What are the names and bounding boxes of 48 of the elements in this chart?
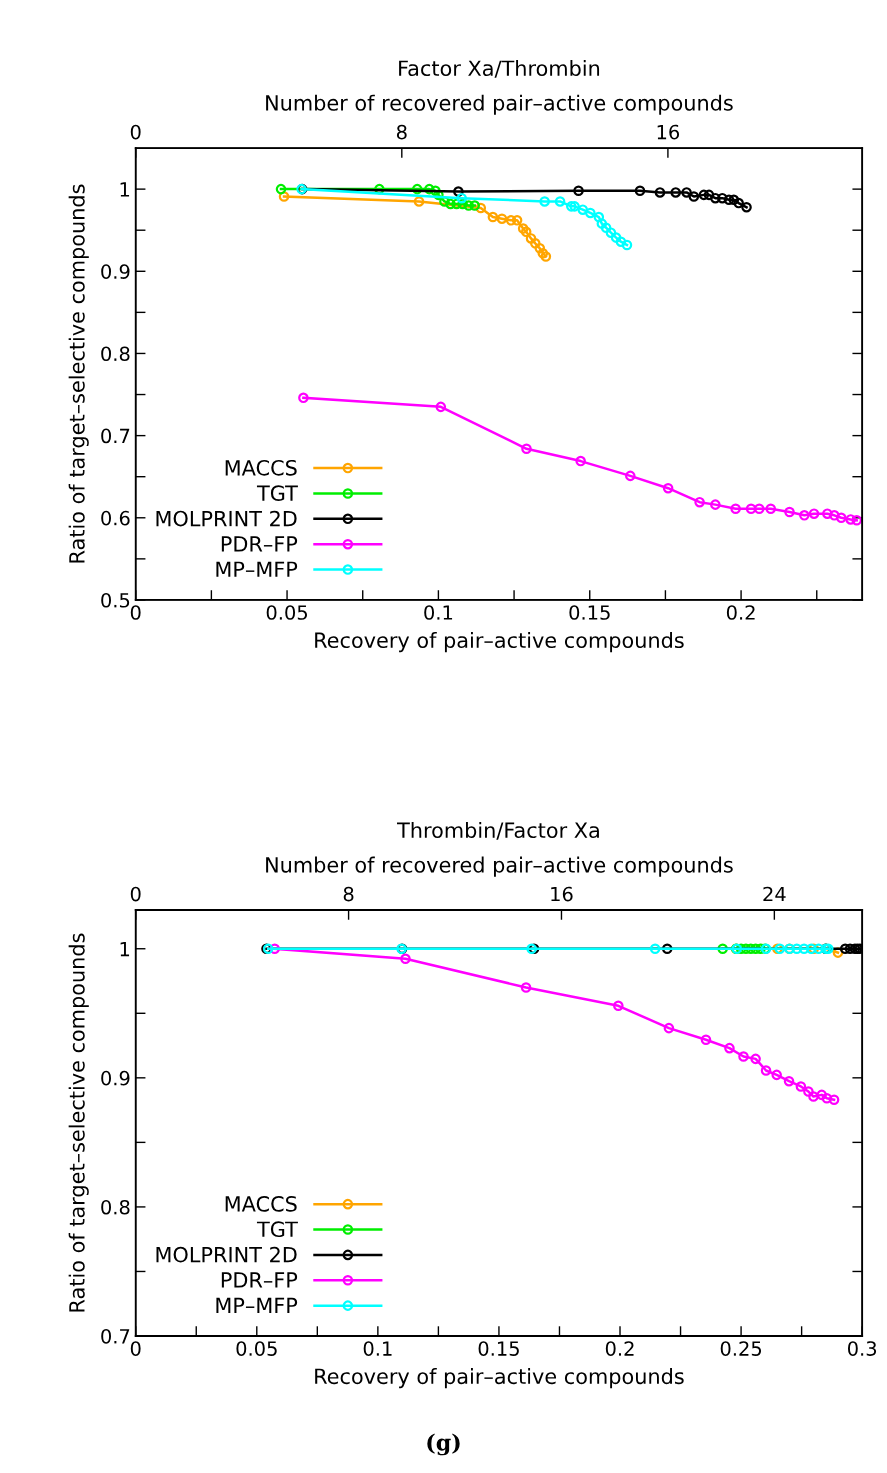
chart-title: Thrombin/Factor Xa [397, 821, 599, 840]
legend-label: MACCS [225, 459, 297, 476]
x-tick-label: 0.1 [424, 605, 453, 620]
x-tick-label: 0.05 [266, 605, 307, 620]
x2-tick-label: 8 [343, 886, 354, 902]
legend-label: MP–MFP [216, 1297, 298, 1313]
x-tick-label: 0.25 [720, 1341, 762, 1356]
x2-tick-label: 8 [396, 124, 407, 140]
legend-label: MOLPRINT 2D [156, 510, 297, 527]
legend-label: MOLPRINT 2D [156, 1246, 297, 1263]
x-tick-label: 0.2 [605, 1341, 634, 1356]
legend-label: TGT [256, 485, 298, 502]
x-tick-label: 0.1 [363, 1341, 392, 1356]
x-axis-title: Recovery of pair–active compounds [315, 631, 684, 653]
y-tick-label: 1 [120, 182, 130, 197]
x-tick-label: 0 [130, 605, 141, 620]
x2-tick-label: 16 [657, 124, 680, 140]
chart-title: Factor Xa/Thrombin [399, 59, 600, 78]
legend-label: TGT [256, 1221, 298, 1238]
x2-tick-label: 0 [130, 886, 141, 902]
y-tick-label: 0.9 [101, 1070, 130, 1086]
y-tick-label: 0.8 [101, 346, 130, 362]
y-tick-label: 0.9 [101, 264, 130, 279]
x2-tick-label: 16 [551, 886, 573, 902]
legend-label: MACCS [225, 1195, 297, 1212]
legend-label: PDR–FP [221, 1272, 298, 1288]
y-tick-label: 0.5 [101, 592, 130, 608]
y-axis-title: Ratio of target–selective compounds [68, 184, 89, 563]
legend-label: MP–MFP [216, 561, 298, 577]
legend-label: PDR–FP [221, 536, 298, 552]
x2-tick-label: 24 [763, 886, 786, 902]
x-tick-label: 0.2 [726, 605, 755, 620]
x2-axis-title: Number of recovered pair–active compounds [266, 94, 733, 115]
y-axis-title: Ratio of target–selective compounds [68, 933, 89, 1312]
y-tick-label: 0.6 [101, 510, 130, 526]
x-axis-title: Recovery of pair–active compounds [315, 1368, 684, 1389]
y-tick-label: 1 [120, 941, 130, 957]
y-tick-label: 0.8 [101, 1199, 130, 1215]
x2-axis-title: Number of recovered pair–active compounds [266, 856, 733, 877]
x-tick-label: 0.15 [569, 605, 610, 620]
x-tick-label: 0 [130, 1341, 141, 1356]
x2-tick-label: 0 [130, 124, 141, 140]
x-tick-label: 0.05 [236, 1341, 277, 1356]
y-tick-label: 0.7 [101, 428, 130, 444]
text: (g) [427, 1433, 460, 1456]
x-tick-label: 0.15 [478, 1341, 519, 1356]
y-tick-label: 0.7 [101, 1328, 130, 1344]
x-tick-label: 0.3 [847, 1341, 877, 1356]
